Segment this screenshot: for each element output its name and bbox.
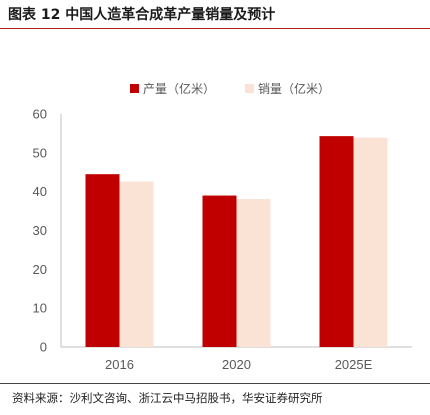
x-tick-label: 2016	[105, 357, 134, 372]
legend-swatch-sales	[245, 84, 254, 93]
x-tick-label: 2025E	[335, 357, 373, 372]
bar-chart: 产量（亿米） 销量（亿米） 0 10 20 30 40 50 60 2016 2020 2025…	[33, 81, 412, 372]
legend-swatch-production	[130, 84, 139, 93]
y-tick-labels: 0 10 20 30 40 50 60	[33, 107, 47, 355]
bar-sales	[119, 181, 154, 347]
bar-sales	[236, 199, 271, 347]
y-tick-label: 10	[33, 301, 47, 316]
source-note: 资料来源：沙利文咨询、浙江云中马招股书，华安证券研究所	[12, 391, 323, 405]
y-tick-label: 30	[33, 223, 47, 238]
y-tick-label: 60	[33, 107, 47, 122]
y-tick-label: 0	[40, 340, 47, 355]
title-underline	[0, 28, 430, 29]
bar-sales	[353, 137, 388, 347]
legend-label-sales: 销量（亿米）	[258, 81, 330, 96]
figure-title: 图表 12 中国人造革合成革产量销量及预计	[8, 7, 276, 23]
source-divider	[0, 383, 430, 384]
bar-marks	[85, 136, 388, 347]
bar-production	[85, 174, 120, 347]
legend-label-production: 产量（亿米）	[143, 81, 215, 96]
legend: 产量（亿米） 销量（亿米）	[130, 81, 330, 96]
y-tick-label: 50	[33, 145, 47, 160]
y-tick-label: 20	[33, 262, 47, 277]
bar-production	[319, 136, 354, 347]
bar-production	[202, 195, 237, 347]
x-tick-label: 2020	[222, 357, 251, 372]
y-tick-label: 40	[33, 184, 47, 199]
x-tick-labels: 2016 2020 2025E	[105, 357, 373, 372]
